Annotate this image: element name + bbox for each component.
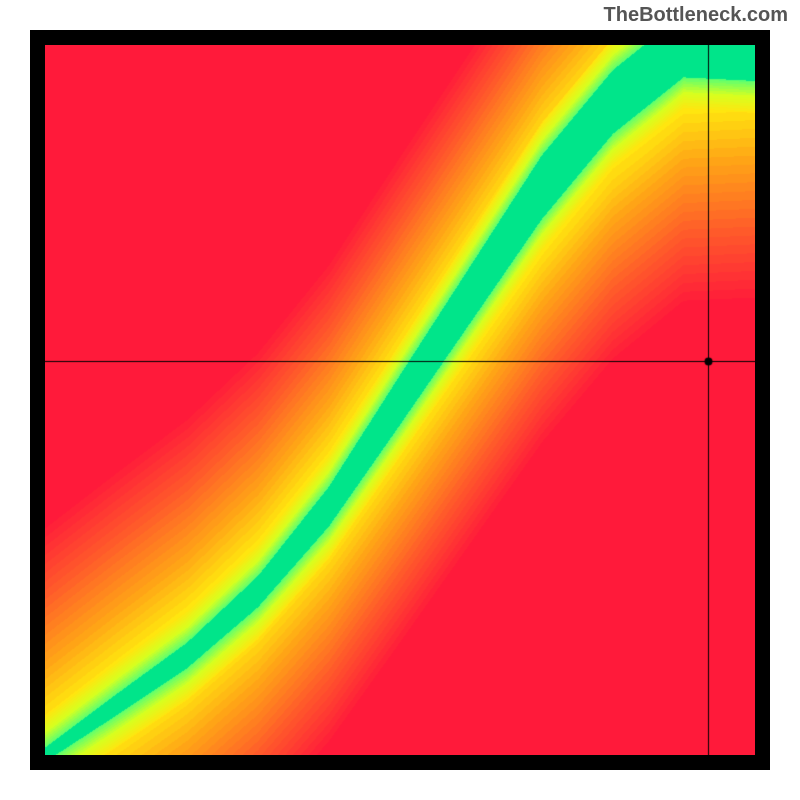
chart-container: TheBottleneck.com bbox=[0, 0, 800, 800]
heatmap-canvas bbox=[45, 45, 755, 755]
attribution-text: TheBottleneck.com bbox=[604, 4, 788, 27]
plot-inner bbox=[45, 45, 755, 755]
plot-frame bbox=[30, 30, 770, 770]
